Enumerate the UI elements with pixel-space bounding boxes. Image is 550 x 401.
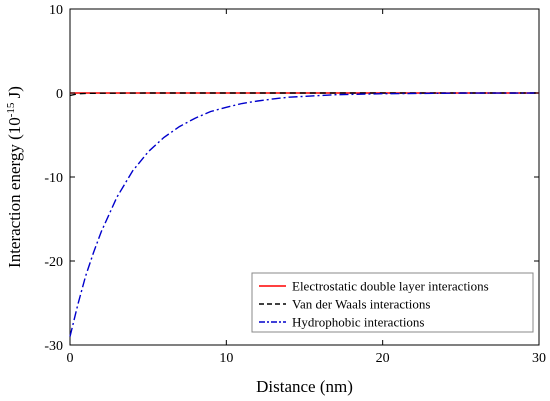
y-axis-title-exponent: -15 [5,102,17,117]
y-tick-label: 10 [49,3,63,18]
x-tick-label: 0 [67,351,74,366]
y-axis-title: Interaction energy (10-15 J) [5,86,24,268]
legend-box [251,272,534,333]
y-tick-label: -10 [44,171,63,186]
series-line-2 [69,92,539,97]
legend-label-3: Hydrophobic interactions [292,315,425,330]
series-line-3 [69,92,540,337]
y-tick-label: -30 [44,339,63,354]
y-tick-label: -20 [44,255,63,270]
x-tick-label: 20 [376,351,390,366]
y-axis-title-unit: J) [5,86,24,103]
legend-label-2: Van der Waals interactions [292,297,430,312]
legend: Electrostatic double layer interactions V… [251,272,534,333]
x-tick-label: 30 [532,351,546,366]
y-tick-label: 0 [56,87,63,102]
y-axis-title-main: Interaction energy (10 [5,117,24,268]
legend-label-1: Electrostatic double layer interactions [292,279,489,294]
x-axis-title: Distance (nm) [256,377,353,396]
x-tick-label: 10 [219,351,233,366]
